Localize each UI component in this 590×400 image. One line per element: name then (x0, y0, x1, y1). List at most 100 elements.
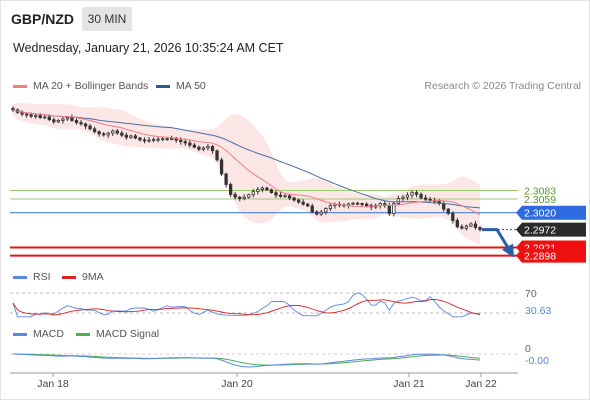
candle-body (201, 147, 206, 150)
candle-body (247, 194, 251, 198)
candle-body (455, 220, 459, 228)
candle-body (29, 114, 33, 117)
legend-9ma: 9MA (62, 271, 104, 283)
candle-body (206, 146, 210, 149)
pivot-badge (516, 205, 586, 220)
candle-body (283, 195, 287, 198)
candle-body (392, 203, 396, 214)
resistance-label-1: 2.3083 (524, 186, 556, 198)
candle-body (423, 197, 428, 200)
forecast-arrow-head (502, 243, 514, 258)
candle-body (11, 108, 15, 111)
legend-rsi-label: RSI (33, 271, 51, 283)
legend-ma20: MA 20 + Bollinger Bands (13, 80, 148, 92)
forecast-arrow-shaft (482, 228, 510, 249)
candle-body (260, 187, 265, 190)
candle-body (269, 189, 274, 194)
macd-signal-line (13, 353, 481, 366)
rsi-line (12, 292, 480, 318)
candle-body (383, 203, 387, 207)
rsi-70-label: 70 (525, 288, 537, 300)
bollinger-bands (13, 103, 480, 245)
candle-body (324, 208, 328, 213)
last-price-label: 2.2972 (524, 225, 556, 237)
candle-body (160, 138, 165, 141)
candle-body (47, 116, 51, 121)
last-price-badge (516, 222, 586, 237)
candle-body (79, 122, 83, 125)
rsi-last-value: 30.63 (525, 305, 551, 317)
candle-body (147, 139, 151, 142)
pivot-label: 2.3020 (524, 208, 556, 220)
bollinger-band-area (13, 103, 480, 245)
candle-body (224, 173, 228, 185)
candle-body (228, 184, 233, 195)
rsi-panel: 70 30.63 (10, 288, 551, 318)
currency-pair-title: GBP/NZD (11, 11, 74, 27)
candle-body (88, 125, 92, 130)
candle-body (219, 159, 224, 175)
candle-body (351, 202, 355, 205)
rsi-9ma-line (12, 298, 481, 316)
candle-body (210, 146, 215, 152)
candle-body (287, 195, 292, 199)
candle-body (165, 138, 169, 141)
candle-body (242, 196, 246, 200)
x-tick-label: Jan 20 (221, 378, 253, 390)
candle-body (156, 138, 160, 141)
candle-body (142, 139, 147, 142)
forecast-arrow-icon (482, 228, 514, 258)
candle-body (183, 141, 187, 144)
candle-body (469, 223, 473, 227)
ma50-swatch-icon (156, 84, 170, 88)
legend-macd-label: MACD (33, 328, 64, 340)
candle-body (446, 208, 450, 214)
candle-body (442, 203, 446, 210)
candle-body (405, 194, 410, 198)
candle-body (274, 192, 278, 196)
macd-panel: 0-0.00 (10, 343, 549, 368)
candle-body (188, 142, 192, 146)
candle-body (38, 115, 42, 119)
candle-body (43, 116, 47, 119)
candle-body (306, 203, 310, 207)
candle-body (102, 133, 106, 136)
candle-body (428, 198, 432, 201)
candle-body (83, 123, 88, 127)
copyright-text: Research © 2026 Trading Central (424, 80, 581, 92)
candle-body (464, 225, 469, 229)
ma20-line (12, 109, 481, 216)
candle-body (61, 118, 65, 121)
candle-body (414, 192, 419, 195)
candle-body (460, 226, 464, 229)
legend-macd: MACD (13, 328, 64, 340)
candle-body (410, 192, 414, 196)
candle-body (56, 120, 60, 123)
support-2-label: 2.2898 (524, 251, 556, 263)
candle-body (34, 115, 38, 117)
legend-ma50: MA 50 (156, 80, 206, 92)
candle-body (115, 130, 119, 134)
candle-body (52, 119, 56, 123)
candle-body (133, 135, 138, 139)
legend-9ma-label: 9MA (82, 271, 104, 283)
candle-body (473, 223, 478, 228)
candle-body (360, 203, 364, 205)
legend-rsi: RSI (13, 271, 51, 283)
support-2-badge (516, 248, 586, 263)
chart-datetime: Wednesday, January 21, 2026 10:35:24 AM … (13, 41, 284, 55)
timeframe-button[interactable]: 30 MIN (82, 7, 132, 31)
candle-body (170, 137, 174, 140)
candle-body (192, 144, 197, 148)
candle-body (478, 227, 482, 230)
candle-body (315, 211, 319, 215)
candle-body (256, 189, 260, 192)
candle-body (451, 212, 455, 221)
candle-body (124, 134, 128, 138)
candle-body (251, 191, 255, 196)
candle-body (355, 202, 360, 205)
x-tick-label: Jan 18 (37, 378, 69, 390)
legend-ma20-label: MA 20 + Bollinger Bands (33, 80, 149, 92)
resistance-label-2: 2.3059 (524, 194, 556, 206)
legend-ma50-label: MA 50 (176, 80, 206, 92)
